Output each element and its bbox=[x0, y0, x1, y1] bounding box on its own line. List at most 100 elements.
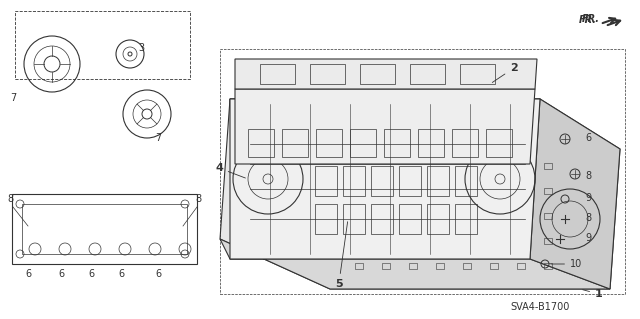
Bar bbox=[463, 213, 471, 219]
Bar bbox=[463, 163, 471, 169]
Polygon shape bbox=[230, 99, 540, 259]
Bar bbox=[486, 129, 512, 157]
Polygon shape bbox=[530, 99, 620, 289]
Bar bbox=[343, 166, 365, 196]
Text: FR.: FR. bbox=[579, 15, 597, 25]
Bar bbox=[315, 166, 337, 196]
Bar bbox=[409, 238, 417, 244]
Bar bbox=[282, 129, 308, 157]
Bar bbox=[427, 166, 449, 196]
Text: 10: 10 bbox=[551, 259, 582, 269]
Bar bbox=[382, 238, 390, 244]
Bar bbox=[517, 213, 525, 219]
Text: 8: 8 bbox=[585, 171, 591, 181]
Bar bbox=[343, 128, 365, 158]
Bar bbox=[410, 64, 445, 84]
Bar bbox=[399, 166, 421, 196]
Bar bbox=[463, 188, 471, 194]
Bar bbox=[399, 204, 421, 234]
Bar bbox=[315, 128, 337, 158]
Bar bbox=[544, 163, 552, 169]
Bar bbox=[382, 213, 390, 219]
Bar bbox=[544, 238, 552, 244]
Bar bbox=[399, 204, 421, 234]
Text: 6: 6 bbox=[118, 269, 124, 279]
Text: 6: 6 bbox=[25, 269, 31, 279]
Bar bbox=[382, 263, 390, 269]
Bar bbox=[455, 166, 477, 196]
Bar bbox=[315, 166, 337, 196]
Bar bbox=[355, 238, 363, 244]
Bar bbox=[371, 204, 393, 234]
Bar bbox=[343, 128, 365, 158]
Bar bbox=[490, 213, 498, 219]
Bar bbox=[371, 128, 393, 158]
Bar bbox=[371, 166, 393, 196]
Bar bbox=[12, 194, 197, 264]
Bar bbox=[517, 263, 525, 269]
Bar bbox=[490, 163, 498, 169]
Polygon shape bbox=[230, 99, 540, 259]
Bar bbox=[490, 188, 498, 194]
Bar bbox=[463, 238, 471, 244]
Bar bbox=[382, 188, 390, 194]
Text: 3: 3 bbox=[138, 43, 144, 53]
Bar bbox=[455, 128, 477, 158]
Bar bbox=[436, 188, 444, 194]
Polygon shape bbox=[220, 99, 620, 289]
Bar bbox=[315, 128, 337, 158]
Bar bbox=[455, 128, 477, 158]
Bar bbox=[544, 263, 552, 269]
Bar bbox=[355, 263, 363, 269]
Bar bbox=[436, 238, 444, 244]
Bar bbox=[360, 64, 395, 84]
Bar bbox=[418, 129, 444, 157]
Bar bbox=[220, 49, 625, 294]
Bar bbox=[490, 238, 498, 244]
Bar bbox=[248, 129, 274, 157]
Bar bbox=[427, 204, 449, 234]
Bar bbox=[544, 188, 552, 194]
Text: SVA4-B1700: SVA4-B1700 bbox=[510, 302, 570, 312]
Bar bbox=[436, 213, 444, 219]
Bar bbox=[455, 166, 477, 196]
Bar bbox=[22, 204, 187, 254]
Bar bbox=[427, 204, 449, 234]
Bar bbox=[371, 128, 393, 158]
Bar bbox=[517, 188, 525, 194]
Bar bbox=[355, 163, 363, 169]
Bar bbox=[15, 11, 190, 79]
Bar bbox=[436, 263, 444, 269]
Polygon shape bbox=[235, 59, 537, 89]
Bar bbox=[490, 263, 498, 269]
Text: 1: 1 bbox=[582, 289, 603, 299]
Text: 8: 8 bbox=[195, 194, 201, 204]
Bar bbox=[371, 204, 393, 234]
Bar bbox=[455, 204, 477, 234]
Text: 6: 6 bbox=[585, 133, 591, 143]
Bar bbox=[409, 213, 417, 219]
Text: 6: 6 bbox=[88, 269, 94, 279]
Text: 7: 7 bbox=[10, 93, 16, 103]
Bar bbox=[517, 163, 525, 169]
Polygon shape bbox=[235, 89, 535, 164]
Bar bbox=[384, 129, 410, 157]
Text: 8: 8 bbox=[7, 194, 13, 204]
Text: 9: 9 bbox=[585, 233, 591, 243]
Bar bbox=[382, 163, 390, 169]
Bar bbox=[409, 163, 417, 169]
Polygon shape bbox=[220, 239, 610, 289]
Bar bbox=[355, 188, 363, 194]
Bar bbox=[460, 64, 495, 84]
Bar bbox=[409, 263, 417, 269]
Text: 4: 4 bbox=[215, 163, 245, 178]
Text: FR.: FR. bbox=[582, 14, 600, 24]
Bar bbox=[436, 163, 444, 169]
Text: 2: 2 bbox=[492, 63, 518, 82]
Text: 7: 7 bbox=[155, 133, 161, 143]
Bar bbox=[409, 188, 417, 194]
Bar bbox=[343, 204, 365, 234]
Text: 9: 9 bbox=[585, 193, 591, 203]
Bar bbox=[315, 204, 337, 234]
Bar bbox=[544, 213, 552, 219]
